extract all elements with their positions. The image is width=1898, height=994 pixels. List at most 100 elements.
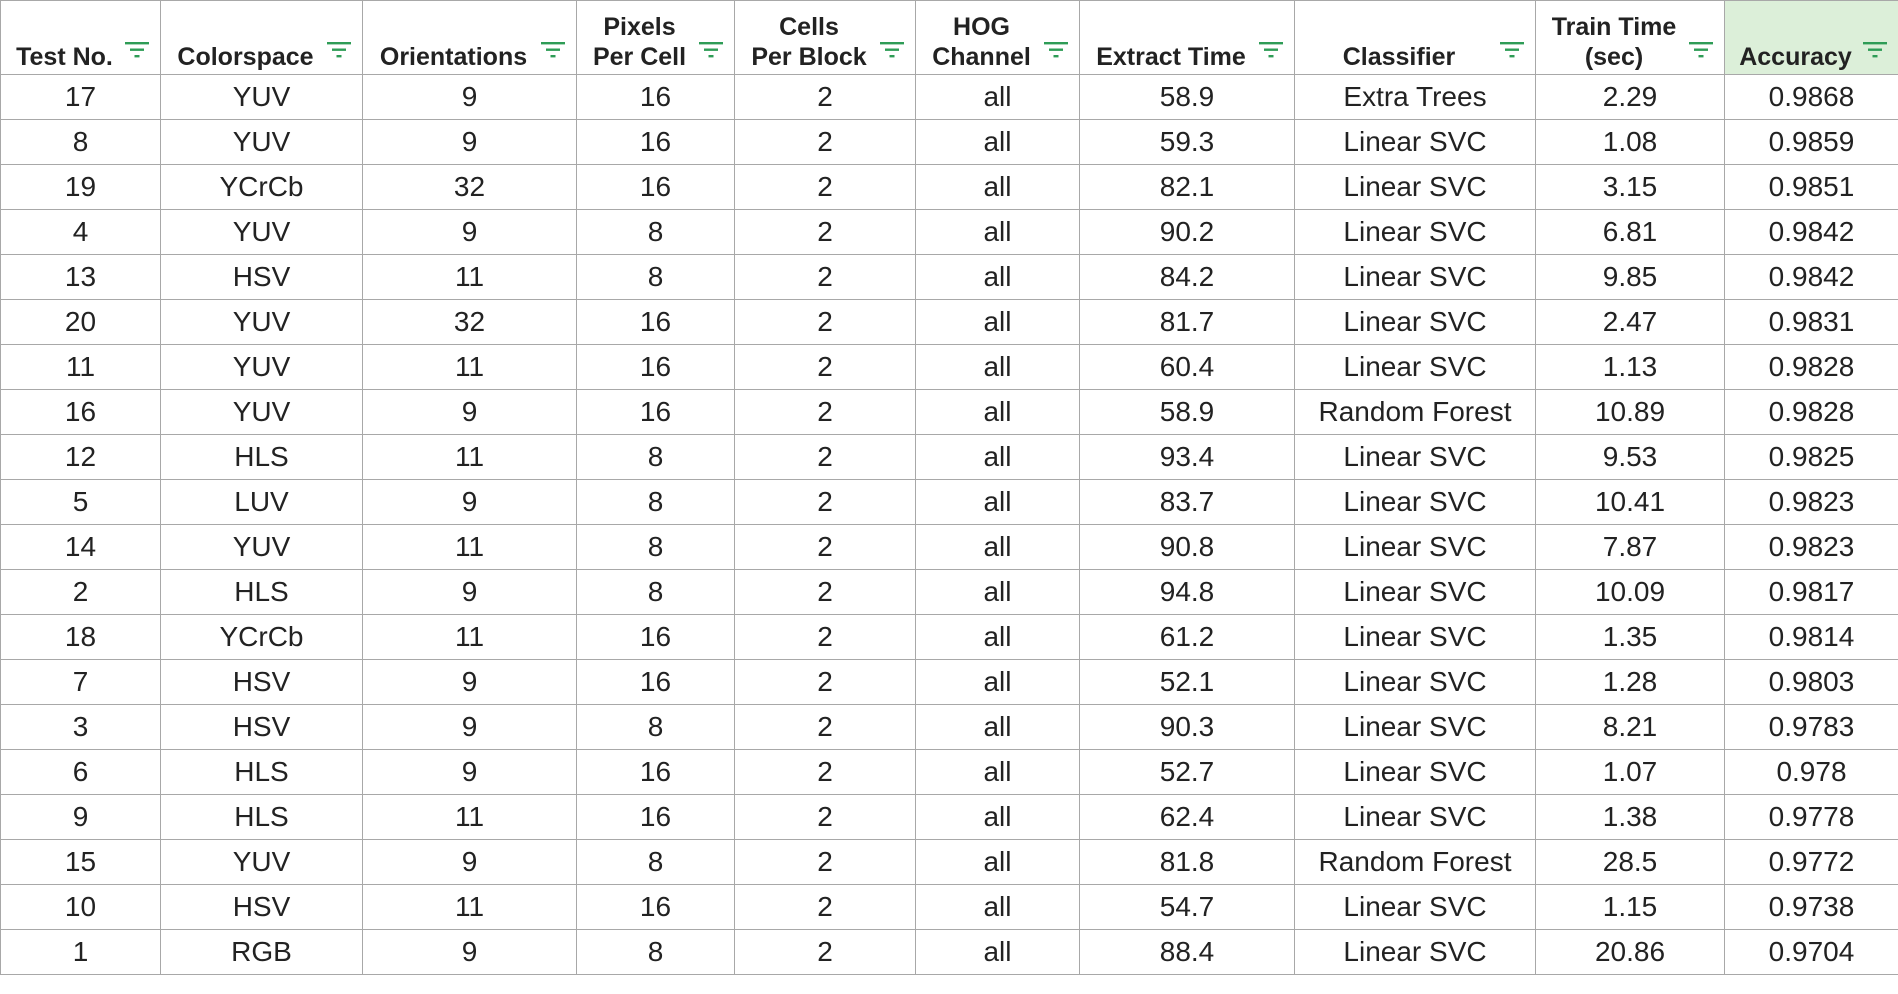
cell-cells-per-block[interactable]: 2: [734, 299, 916, 345]
column-header-cells-per-block[interactable]: Cells Per Block: [734, 0, 916, 75]
cell-pixels-per-cell[interactable]: 8: [576, 479, 735, 525]
cell-test-no[interactable]: 18: [0, 614, 161, 660]
cell-hog-channel[interactable]: all: [915, 614, 1080, 660]
cell-orientations[interactable]: 9: [362, 704, 577, 750]
cell-train-time[interactable]: 9.85: [1535, 254, 1725, 300]
cell-train-time[interactable]: 20.86: [1535, 929, 1725, 975]
cell-hog-channel[interactable]: all: [915, 929, 1080, 975]
cell-orientations[interactable]: 11: [362, 254, 577, 300]
cell-test-no[interactable]: 8: [0, 119, 161, 165]
cell-classifier[interactable]: Linear SVC: [1294, 119, 1536, 165]
cell-classifier[interactable]: Linear SVC: [1294, 479, 1536, 525]
cell-test-no[interactable]: 7: [0, 659, 161, 705]
cell-train-time[interactable]: 1.13: [1535, 344, 1725, 390]
cell-cells-per-block[interactable]: 2: [734, 659, 916, 705]
cell-pixels-per-cell[interactable]: 8: [576, 839, 735, 885]
column-header-extract-time[interactable]: Extract Time: [1079, 0, 1295, 75]
cell-hog-channel[interactable]: all: [915, 839, 1080, 885]
cell-pixels-per-cell[interactable]: 16: [576, 344, 735, 390]
cell-pixels-per-cell[interactable]: 8: [576, 704, 735, 750]
cell-cells-per-block[interactable]: 2: [734, 794, 916, 840]
cell-extract-time[interactable]: 81.8: [1079, 839, 1295, 885]
cell-colorspace[interactable]: HLS: [160, 569, 363, 615]
cell-train-time[interactable]: 10.09: [1535, 569, 1725, 615]
cell-colorspace[interactable]: YUV: [160, 299, 363, 345]
cell-classifier[interactable]: Linear SVC: [1294, 209, 1536, 255]
cell-orientations[interactable]: 9: [362, 659, 577, 705]
cell-test-no[interactable]: 17: [0, 74, 161, 120]
cell-orientations[interactable]: 11: [362, 614, 577, 660]
cell-classifier[interactable]: Linear SVC: [1294, 929, 1536, 975]
cell-cells-per-block[interactable]: 2: [734, 389, 916, 435]
cell-classifier[interactable]: Linear SVC: [1294, 524, 1536, 570]
cell-cells-per-block[interactable]: 2: [734, 884, 916, 930]
cell-extract-time[interactable]: 90.8: [1079, 524, 1295, 570]
cell-train-time[interactable]: 1.15: [1535, 884, 1725, 930]
filter-icon[interactable]: [124, 40, 150, 60]
cell-hog-channel[interactable]: all: [915, 569, 1080, 615]
cell-colorspace[interactable]: YUV: [160, 74, 363, 120]
cell-test-no[interactable]: 14: [0, 524, 161, 570]
cell-colorspace[interactable]: LUV: [160, 479, 363, 525]
cell-hog-channel[interactable]: all: [915, 119, 1080, 165]
cell-orientations[interactable]: 11: [362, 884, 577, 930]
cell-colorspace[interactable]: RGB: [160, 929, 363, 975]
filter-icon[interactable]: [879, 40, 905, 60]
cell-extract-time[interactable]: 58.9: [1079, 74, 1295, 120]
cell-train-time[interactable]: 1.35: [1535, 614, 1725, 660]
cell-accuracy[interactable]: 0.9817: [1724, 569, 1898, 615]
cell-pixels-per-cell[interactable]: 16: [576, 164, 735, 210]
cell-pixels-per-cell[interactable]: 16: [576, 884, 735, 930]
cell-orientations[interactable]: 9: [362, 569, 577, 615]
cell-test-no[interactable]: 3: [0, 704, 161, 750]
cell-hog-channel[interactable]: all: [915, 74, 1080, 120]
cell-train-time[interactable]: 1.28: [1535, 659, 1725, 705]
cell-extract-time[interactable]: 82.1: [1079, 164, 1295, 210]
cell-train-time[interactable]: 1.38: [1535, 794, 1725, 840]
cell-colorspace[interactable]: HSV: [160, 659, 363, 705]
cell-hog-channel[interactable]: all: [915, 209, 1080, 255]
cell-colorspace[interactable]: HSV: [160, 704, 363, 750]
cell-extract-time[interactable]: 83.7: [1079, 479, 1295, 525]
cell-pixels-per-cell[interactable]: 16: [576, 389, 735, 435]
cell-train-time[interactable]: 1.07: [1535, 749, 1725, 795]
cell-classifier[interactable]: Linear SVC: [1294, 254, 1536, 300]
cell-cells-per-block[interactable]: 2: [734, 209, 916, 255]
cell-accuracy[interactable]: 0.9823: [1724, 524, 1898, 570]
cell-hog-channel[interactable]: all: [915, 299, 1080, 345]
cell-colorspace[interactable]: HLS: [160, 434, 363, 480]
cell-accuracy[interactable]: 0.9823: [1724, 479, 1898, 525]
cell-test-no[interactable]: 6: [0, 749, 161, 795]
cell-hog-channel[interactable]: all: [915, 344, 1080, 390]
cell-colorspace[interactable]: YUV: [160, 344, 363, 390]
cell-extract-time[interactable]: 62.4: [1079, 794, 1295, 840]
cell-train-time[interactable]: 8.21: [1535, 704, 1725, 750]
cell-hog-channel[interactable]: all: [915, 164, 1080, 210]
filter-icon[interactable]: [698, 40, 724, 60]
cell-classifier[interactable]: Linear SVC: [1294, 749, 1536, 795]
cell-pixels-per-cell[interactable]: 16: [576, 74, 735, 120]
cell-extract-time[interactable]: 90.2: [1079, 209, 1295, 255]
cell-classifier[interactable]: Random Forest: [1294, 389, 1536, 435]
cell-extract-time[interactable]: 54.7: [1079, 884, 1295, 930]
cell-orientations[interactable]: 11: [362, 794, 577, 840]
cell-cells-per-block[interactable]: 2: [734, 569, 916, 615]
cell-extract-time[interactable]: 59.3: [1079, 119, 1295, 165]
cell-extract-time[interactable]: 90.3: [1079, 704, 1295, 750]
cell-test-no[interactable]: 11: [0, 344, 161, 390]
cell-accuracy[interactable]: 0.9825: [1724, 434, 1898, 480]
cell-accuracy[interactable]: 0.9772: [1724, 839, 1898, 885]
cell-hog-channel[interactable]: all: [915, 659, 1080, 705]
cell-pixels-per-cell[interactable]: 16: [576, 749, 735, 795]
cell-extract-time[interactable]: 58.9: [1079, 389, 1295, 435]
cell-train-time[interactable]: 1.08: [1535, 119, 1725, 165]
cell-test-no[interactable]: 20: [0, 299, 161, 345]
cell-pixels-per-cell[interactable]: 8: [576, 434, 735, 480]
cell-train-time[interactable]: 3.15: [1535, 164, 1725, 210]
cell-train-time[interactable]: 10.89: [1535, 389, 1725, 435]
cell-classifier[interactable]: Linear SVC: [1294, 614, 1536, 660]
cell-hog-channel[interactable]: all: [915, 524, 1080, 570]
cell-colorspace[interactable]: YCrCb: [160, 164, 363, 210]
cell-pixels-per-cell[interactable]: 8: [576, 524, 735, 570]
cell-classifier[interactable]: Linear SVC: [1294, 344, 1536, 390]
